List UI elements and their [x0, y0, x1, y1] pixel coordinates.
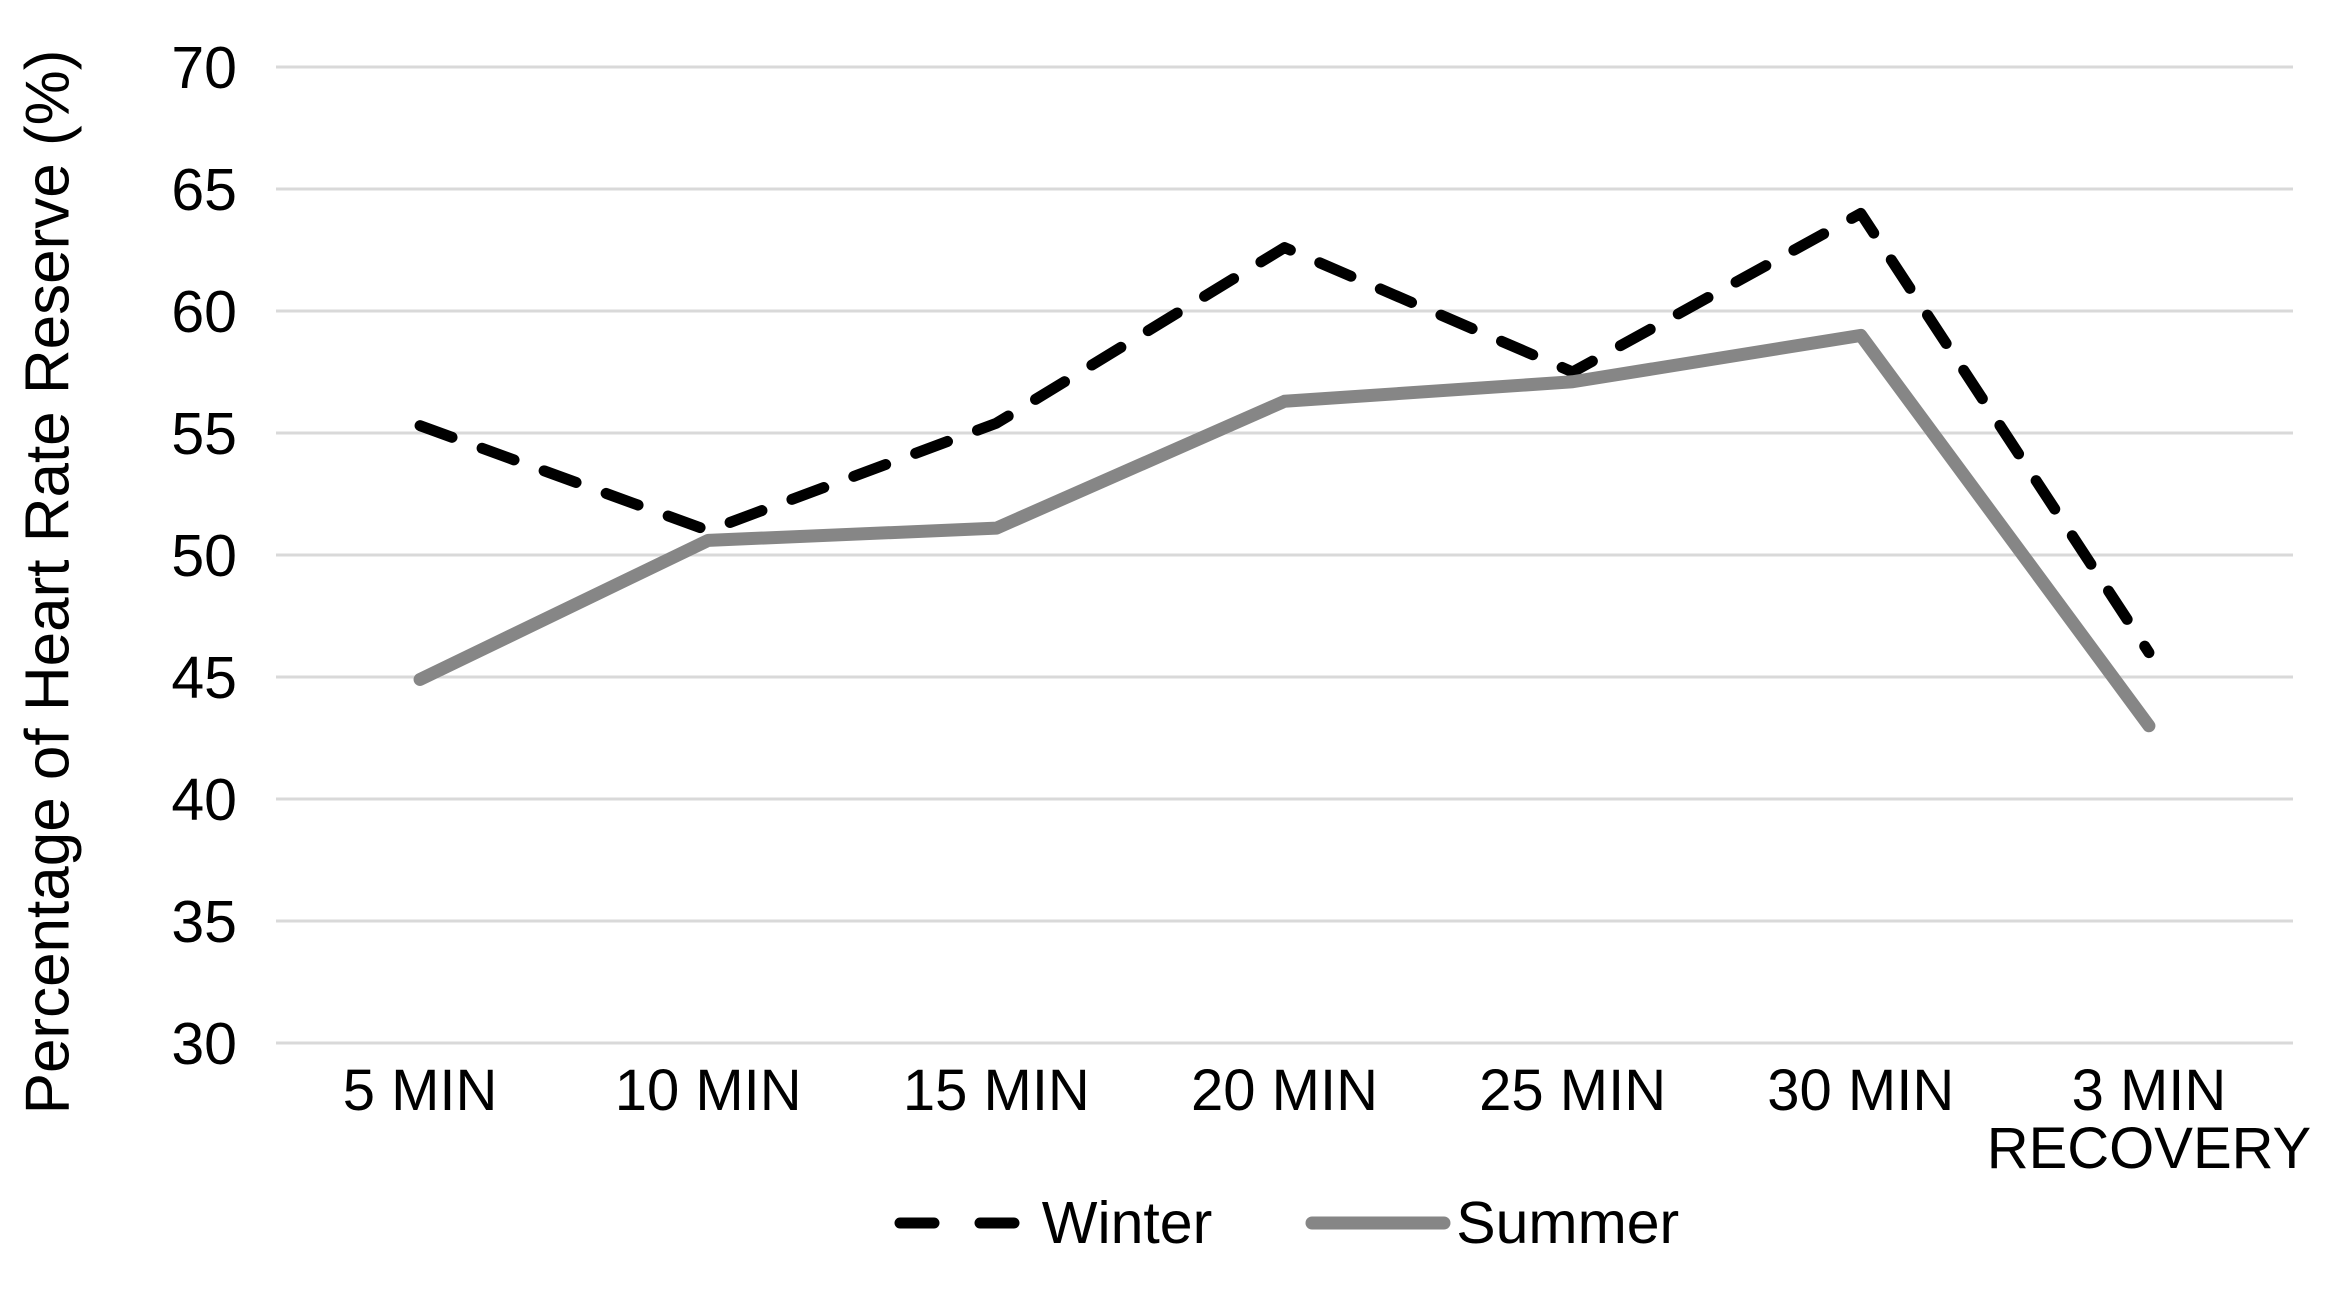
x-category-label: 25 MIN [1479, 1058, 1666, 1123]
x-category-label: 5 MIN [343, 1058, 498, 1123]
gridlines [276, 65, 2293, 1045]
x-category-label: 10 MIN [615, 1058, 802, 1123]
y-tick-label: 35 [171, 889, 237, 955]
y-tick-label: 40 [171, 767, 237, 833]
summer-series-line [413, 328, 2156, 733]
y-tick-label: 55 [171, 401, 237, 467]
legend-item-winter: Winter [890, 1189, 1213, 1256]
legend-item-summer: Summer [1304, 1189, 1680, 1256]
x-category-label: 3 MIN RECOVERY [1987, 1058, 2311, 1181]
y-axis-tick-labels: 70 65 60 55 50 45 40 35 30 [171, 35, 237, 1077]
winter-series-line [414, 207, 2155, 659]
y-tick-label: 60 [171, 279, 237, 345]
legend-label-summer: Summer [1456, 1189, 1680, 1256]
y-tick-label: 45 [171, 645, 237, 711]
y-tick-label: 70 [171, 35, 237, 101]
x-category-label: 20 MIN [1191, 1058, 1378, 1123]
y-axis-title: Percentage of Heart Rate Reserve (%) [14, 50, 83, 1115]
legend: Winter Summer [276, 1178, 2293, 1268]
y-tick-label: 65 [171, 157, 237, 223]
summer-solid-swatch [1305, 1216, 1451, 1230]
legend-label-winter: Winter [1041, 1189, 1213, 1256]
x-category-label: 15 MIN [903, 1058, 1090, 1123]
x-axis-category-labels: 5 MIN 10 MIN 15 MIN 20 MIN 25 MIN 30 MIN 3 MIN… [343, 1058, 2311, 1181]
data-series-lines [413, 207, 2156, 733]
y-tick-label: 30 [171, 1011, 237, 1077]
winter-dashed-swatch [894, 1217, 1036, 1229]
y-tick-label: 50 [171, 523, 237, 589]
x-category-label: 30 MIN [1767, 1058, 1954, 1123]
